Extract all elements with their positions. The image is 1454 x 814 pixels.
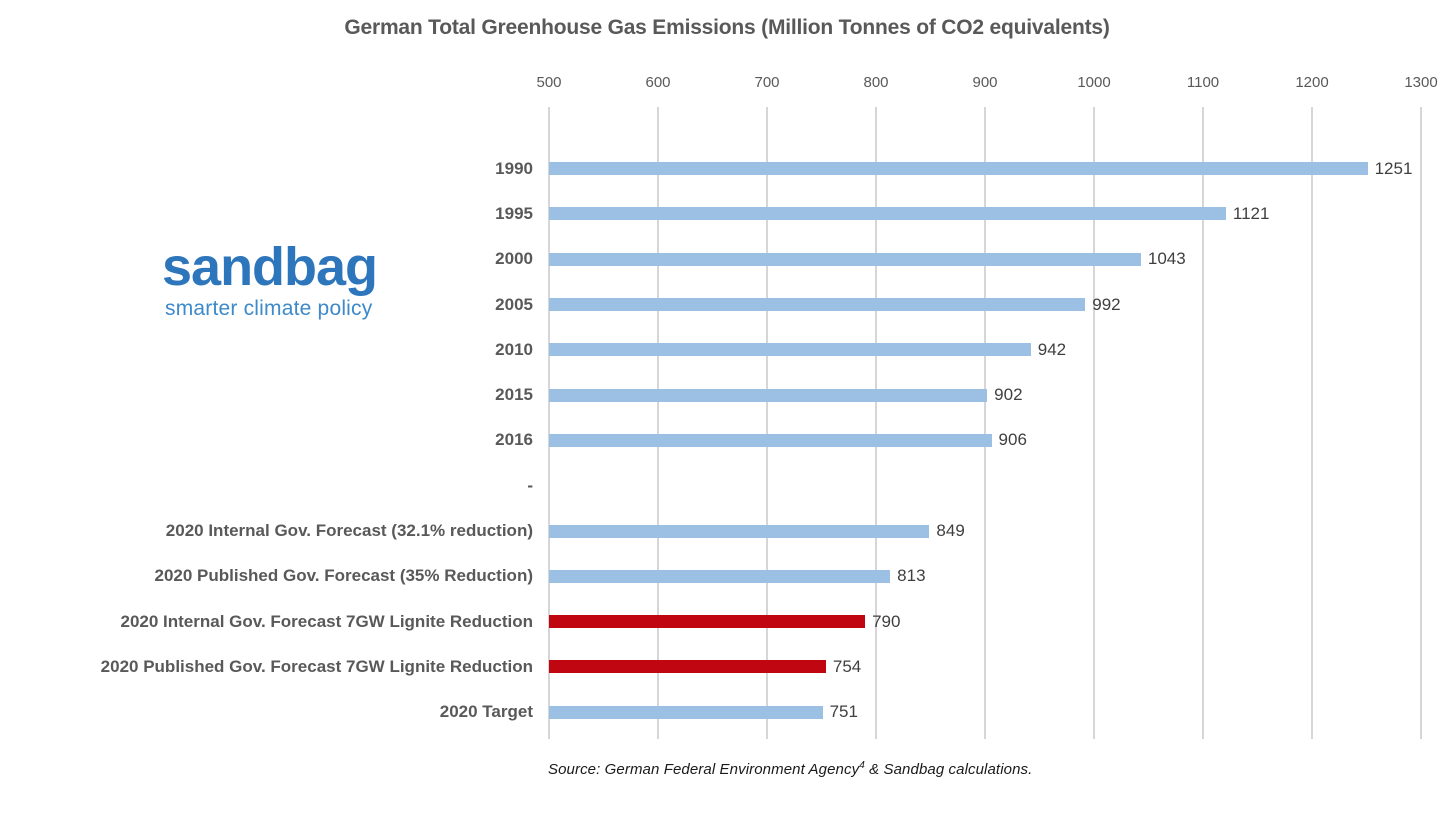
chart-row: 2016 906 (0, 418, 1454, 463)
value-label: 906 (998, 430, 1027, 450)
bar-cell: 751 (549, 690, 1421, 735)
gridline-1200 (1311, 107, 1313, 739)
plot-area (548, 107, 1422, 739)
data-bar (549, 207, 1226, 221)
gridline-800 (875, 107, 877, 739)
category-label: 2015 (495, 385, 533, 405)
value-label: 1043 (1147, 249, 1186, 269)
category-label: 1990 (495, 158, 533, 178)
data-bar (549, 705, 823, 719)
axis-tick-label-900: 900 (972, 74, 998, 91)
chart-row: 2000 1043 (0, 237, 1454, 282)
data-bar (549, 615, 866, 629)
category-label: 2020 Target (439, 702, 533, 722)
bar-cell: 849 (549, 508, 1421, 553)
gridline-700 (766, 107, 768, 739)
chart-row: 2005 992 (0, 282, 1454, 327)
axis-tick-label-1100: 1100 (1186, 74, 1220, 91)
category-label: 2020 Internal Gov. Forecast 7GW Lignite … (120, 611, 534, 631)
source-text-suffix: & Sandbag calculations. (864, 761, 1033, 778)
gridline-500 (548, 107, 550, 739)
data-bar (549, 162, 1368, 176)
gridline-600 (657, 107, 659, 739)
axis-tick-label-1300: 1300 (1404, 74, 1438, 91)
value-label: 790 (872, 611, 901, 631)
value-label: 754 (832, 656, 862, 676)
value-label: 942 (1037, 339, 1067, 359)
data-bar (549, 252, 1141, 266)
axis-tick-label-500: 500 (536, 74, 562, 91)
source-note: Source: German Federal Environment Agenc… (548, 760, 1032, 778)
category-label: 2020 Internal Gov. Forecast (32.1% reduc… (165, 521, 533, 541)
bar-cell (549, 463, 1421, 508)
chart-row: 2020 Published Gov. Forecast (35% Reduct… (0, 554, 1454, 599)
data-bar (549, 298, 1086, 312)
bar-cell: 992 (549, 282, 1421, 327)
chart-row: 2020 Internal Gov. Forecast 7GW Lignite … (0, 599, 1454, 644)
bar-cell: 813 (549, 554, 1421, 599)
data-bar (549, 433, 992, 447)
bar-cell: 1043 (549, 237, 1421, 282)
chart-title: German Total Greenhouse Gas Emissions (M… (344, 16, 1110, 39)
category-label: 2000 (495, 249, 533, 269)
category-label: 2020 Published Gov. Forecast (35% Reduct… (154, 566, 533, 586)
category-label: - (527, 475, 533, 495)
sandbag-logo: sandbag smarter climate policy (162, 237, 378, 320)
axis-tick-label-1200: 1200 (1295, 74, 1329, 91)
data-bar (549, 388, 988, 402)
bar-cell: 902 (549, 372, 1421, 417)
value-label: 902 (994, 385, 1023, 405)
bar-cell: 1251 (549, 146, 1421, 191)
gridline-900 (984, 107, 986, 739)
axis-tick-label-700: 700 (754, 74, 780, 91)
axis-tick-label-1000: 1000 (1077, 74, 1111, 91)
bar-cell: 790 (549, 599, 1421, 644)
logo-wordmark: sandbag (162, 237, 378, 297)
value-label: 992 (1092, 294, 1121, 314)
chart-row: 2010 942 (0, 327, 1454, 372)
value-label: 1121 (1232, 203, 1270, 223)
value-label: 813 (897, 566, 926, 586)
chart-row: - (0, 463, 1454, 508)
bar-cell: 906 (549, 418, 1421, 463)
bar-cell: 754 (549, 644, 1421, 689)
chart-row: 2020 Published Gov. Forecast 7GW Lignite… (0, 644, 1454, 689)
value-label: 849 (936, 521, 965, 541)
value-label: 751 (829, 702, 858, 722)
chart-row: 2015 902 (0, 372, 1454, 417)
value-axis: 500 600 700 800 900 1000 1100 1200 1300 (536, 74, 1437, 94)
source-text-prefix: Source: German Federal Environment Agenc… (548, 761, 860, 778)
chart-row: 1990 1251 (0, 146, 1454, 191)
axis-tick-label-600: 600 (645, 74, 671, 91)
category-label: 1995 (495, 203, 533, 223)
axis-tick-label-800: 800 (863, 74, 889, 91)
gridline-1300 (1420, 107, 1422, 739)
bar-cell: 942 (549, 327, 1421, 372)
source-footnote-marker: 4 (859, 760, 865, 771)
logo-tagline: smarter climate policy (165, 297, 373, 320)
bar-rows: 1990 1251 1995 1121 2000 1043 2005 992 2010 942 20… (0, 146, 1454, 735)
data-bar (549, 569, 891, 583)
gridline-1000 (1093, 107, 1095, 739)
category-label: 2016 (495, 430, 533, 450)
chart-row: 1995 1121 (0, 191, 1454, 236)
data-bar (549, 660, 826, 674)
gridline-1100 (1202, 107, 1204, 739)
data-bar (549, 343, 1031, 357)
category-label: 2020 Published Gov. Forecast 7GW Lignite… (100, 656, 533, 676)
value-label: 1251 (1374, 158, 1413, 178)
chart-row: 2020 Target 751 (0, 690, 1454, 735)
category-label: 2005 (495, 294, 533, 314)
chart-row: 2020 Internal Gov. Forecast (32.1% reduc… (0, 508, 1454, 553)
bar-cell: 1121 (549, 191, 1421, 236)
category-label: 2010 (495, 339, 533, 359)
data-bar (549, 524, 930, 538)
